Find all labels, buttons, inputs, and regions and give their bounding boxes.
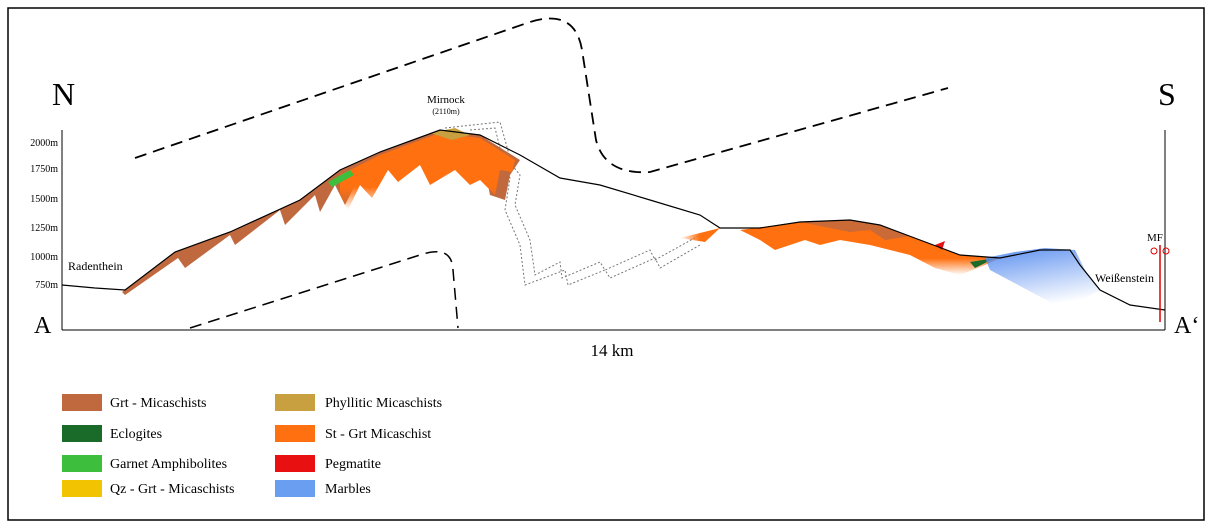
legend-label: Garnet Amphibolites	[110, 457, 227, 472]
legend-swatch	[62, 455, 102, 472]
legend-swatch	[275, 455, 315, 472]
elevation-label: 1250m	[30, 223, 58, 234]
south-label: S	[1158, 76, 1176, 112]
legend-label: St - Grt Micaschist	[325, 427, 431, 442]
st-grt-micaschist	[680, 228, 720, 242]
scale-label: 14 km	[591, 341, 634, 360]
fold-trace	[190, 252, 458, 328]
fault-symbol	[1163, 248, 1169, 254]
figure: 2000m 1750m 1500m 1250m 1000m 750m N S A…	[0, 0, 1213, 528]
fold-trace	[135, 19, 948, 173]
elevation-label: 2000m	[30, 138, 58, 149]
legend-swatch	[62, 394, 102, 411]
fault-symbol	[1151, 248, 1157, 254]
legend-swatch	[275, 425, 315, 442]
st-grt-micaschist	[340, 133, 515, 210]
legend-label: Pegmatite	[325, 457, 381, 472]
elevation-label: 750m	[35, 280, 58, 291]
legend-label: Eclogites	[110, 427, 162, 442]
place-label: Radenthein	[68, 259, 123, 273]
legend-label: Marbles	[325, 482, 371, 497]
legend-swatch	[275, 394, 315, 411]
elevation-label: 1000m	[30, 252, 58, 263]
elevation-label: 1750m	[30, 164, 58, 175]
elevation-label: 1500m	[30, 194, 58, 205]
legend-label: Phyllitic Micaschists	[325, 396, 442, 411]
section-end: A‘	[1174, 313, 1199, 339]
peak-height: (2110m)	[432, 107, 460, 116]
peak-name: Mirnock	[427, 94, 465, 106]
legend-swatch	[62, 425, 102, 442]
legend-swatch	[275, 480, 315, 497]
legend-swatch	[62, 480, 102, 497]
fault-label: MF	[1147, 232, 1163, 244]
place-label: Weißenstein	[1095, 271, 1154, 285]
topography	[62, 130, 1165, 310]
legend-label: Qz - Grt - Micaschists	[110, 482, 234, 497]
legend-label: Grt - Micaschists	[110, 396, 206, 411]
section-start: A	[34, 313, 52, 339]
north-label: N	[52, 76, 75, 112]
